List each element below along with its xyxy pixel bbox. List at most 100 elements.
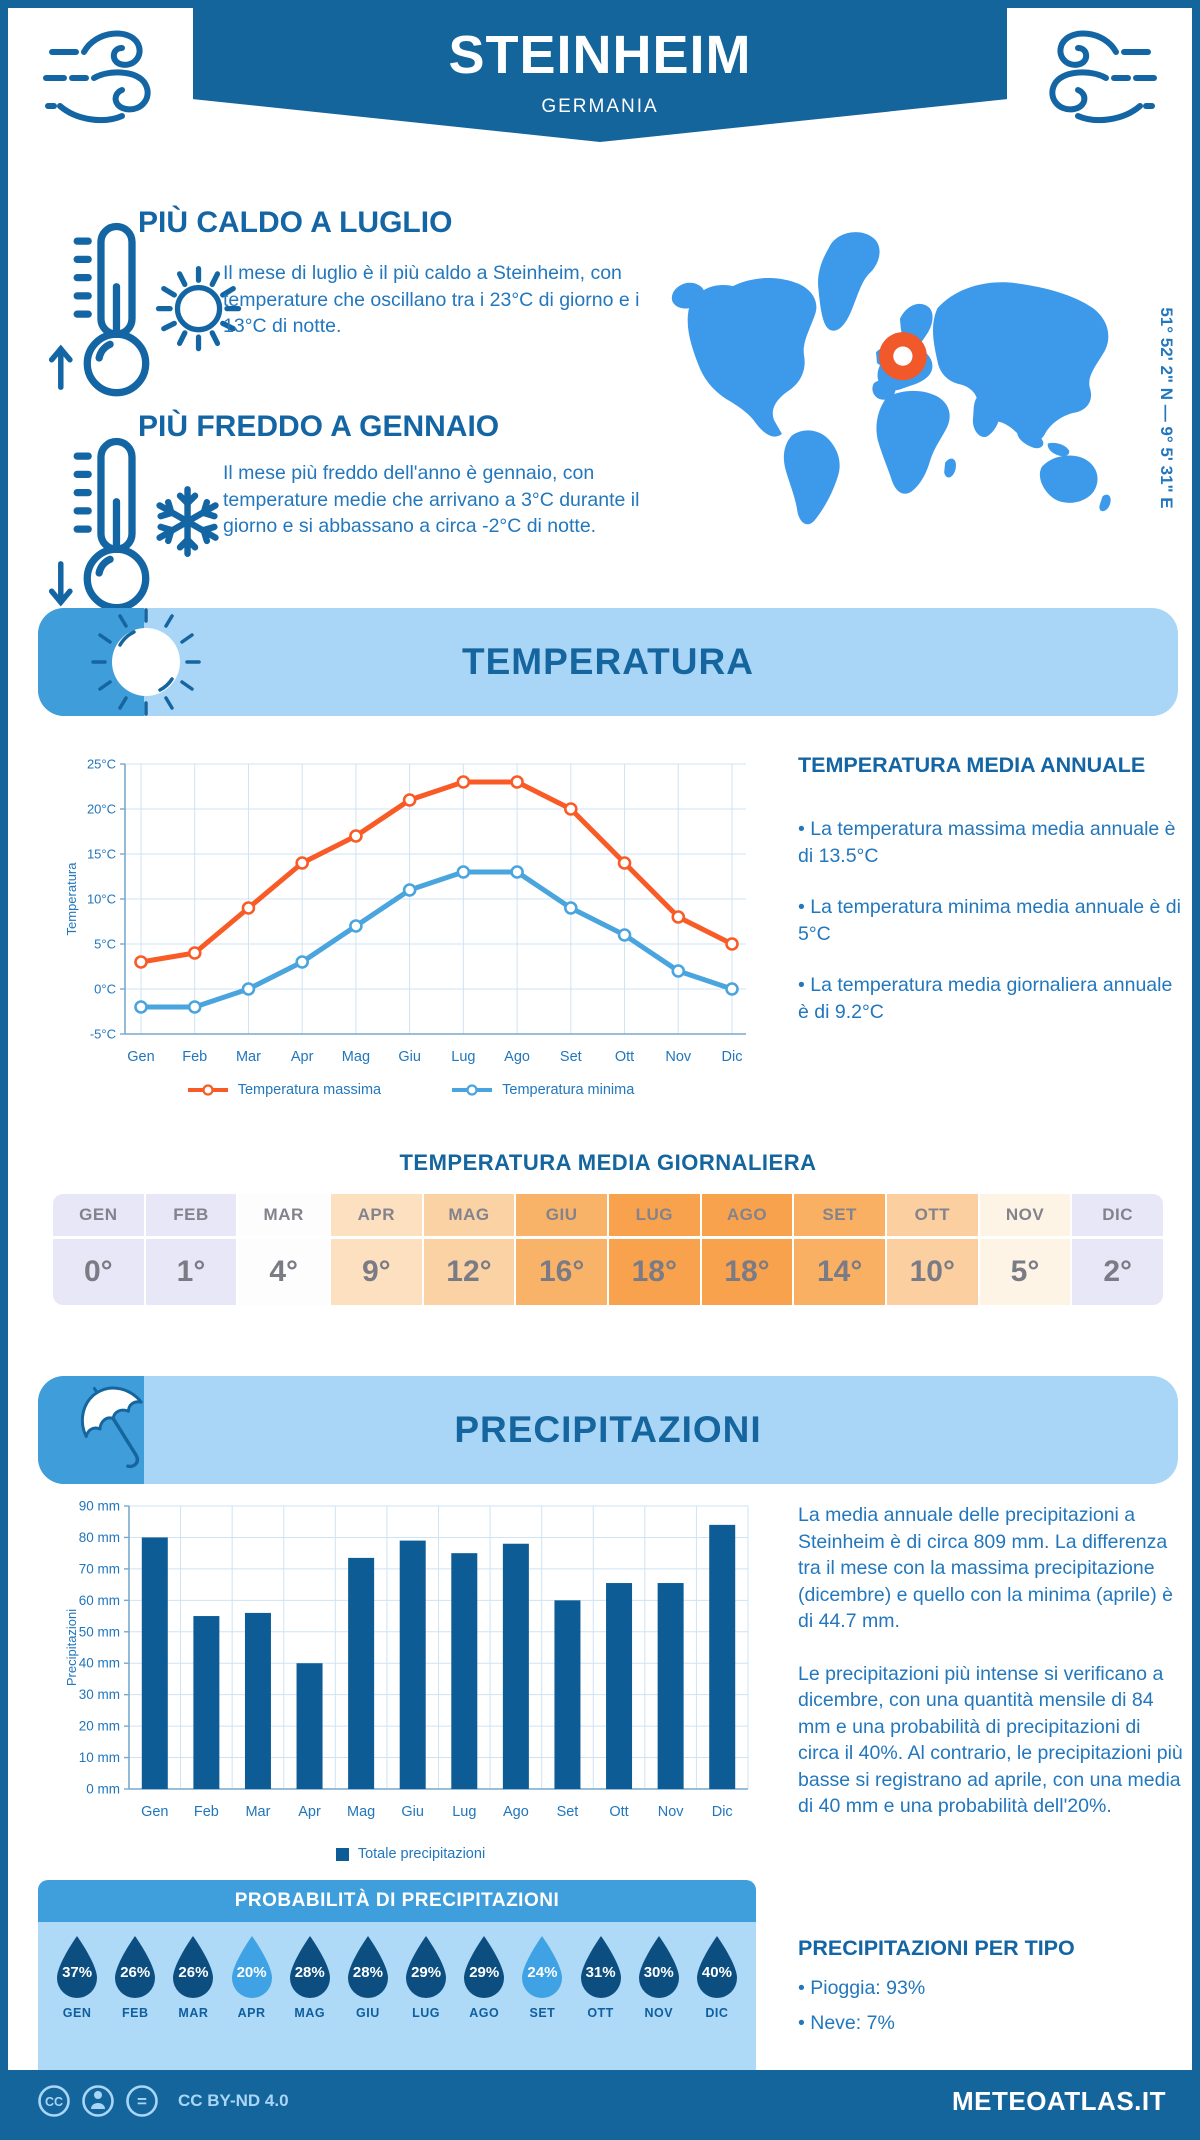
svg-text:60 mm: 60 mm	[79, 1593, 120, 1608]
svg-text:Precipitazioni: Precipitazioni	[64, 1609, 79, 1686]
svg-text:Ago: Ago	[503, 1804, 529, 1820]
wind-icon	[1049, 30, 1157, 124]
snow-share: Neve: 7%	[798, 2010, 1186, 2037]
month-cell-lug: LUG	[608, 1194, 700, 1236]
value-cell-mar: 4°	[238, 1239, 329, 1305]
water-drop-icon	[638, 1936, 679, 1998]
water-drop-icon	[406, 1936, 447, 1998]
value-cell-feb: 1°	[145, 1239, 237, 1305]
probability-month-label: NOV	[644, 2006, 674, 2020]
probability-drop-lug: 29% LUG	[397, 1934, 455, 2080]
site-label: METEOATLAS.IT	[951, 2085, 1166, 2116]
svg-text:CC: CC	[45, 2095, 63, 2109]
page-title: STEINHEIM	[448, 25, 752, 85]
thermometer-hot-icon	[48, 222, 150, 397]
month-cell-gen: GEN	[53, 1194, 144, 1236]
annual-mean-bullet: La temperatura media giornaliera annuale…	[798, 972, 1186, 1026]
legend-label: Totale precipitazioni	[357, 1846, 486, 1862]
water-drop-icon	[696, 1936, 737, 1998]
svg-text:80 mm: 80 mm	[79, 1530, 120, 1545]
annual-temperature-column: TEMPERATURA MEDIA ANNUALE La temperatura…	[798, 753, 1186, 1025]
probability-month-label: MAR	[178, 2006, 209, 2020]
value-cell-lug: 18°	[608, 1239, 700, 1305]
month-cell-ago: AGO	[701, 1194, 793, 1236]
svg-text:Ott: Ott	[609, 1804, 628, 1820]
temperature-section-banner: TEMPERATURA	[38, 608, 1178, 716]
svg-text:Dic: Dic	[722, 1049, 743, 1065]
coordinates-label: 51° 52' 2" N — 9° 5' 31" E	[1157, 307, 1176, 509]
probability-value: 29%	[469, 1964, 500, 1981]
probability-month-label: LUG	[412, 2006, 441, 2020]
temperature-banner-title: TEMPERATURA	[462, 641, 754, 682]
probability-drops: 37% GEN 26% FEB 26% MAR 20% APR 28% MAG 28% GIU 29% L…	[38, 1922, 756, 2080]
cc-license-icons: CC =	[38, 2085, 158, 2117]
probability-drop-dic: 40% DIC	[688, 1934, 746, 2080]
svg-text:10 mm: 10 mm	[79, 1750, 120, 1765]
value-cell-dic: 2°	[1072, 1239, 1163, 1305]
annual-max-bullet: La temperatura massima media annuale è d…	[798, 816, 1186, 870]
probability-month-label: OTT	[587, 2006, 614, 2020]
footer: CC = CC BY-ND 4.0 METEOATLAS.IT	[8, 2070, 1192, 2132]
water-drop-icon	[231, 1936, 272, 1998]
sun-icon	[155, 266, 242, 352]
probability-drop-ott: 31% OTT	[572, 1934, 630, 2080]
world-map	[671, 232, 1111, 525]
value-cell-mag: 12°	[423, 1239, 515, 1305]
svg-text:20 mm: 20 mm	[79, 1719, 120, 1734]
probability-value: 28%	[352, 1964, 383, 1981]
svg-text:0 mm: 0 mm	[86, 1782, 120, 1797]
probability-value: 37%	[62, 1964, 93, 1981]
water-drop-icon	[173, 1936, 214, 1998]
svg-text:-5°C: -5°C	[90, 1027, 116, 1042]
month-cell-dic: DIC	[1072, 1194, 1163, 1236]
value-cell-gen: 0°	[53, 1239, 144, 1305]
value-cell-ott: 10°	[886, 1239, 978, 1305]
month-cell-feb: FEB	[145, 1194, 237, 1236]
svg-text:25°C: 25°C	[87, 757, 116, 772]
svg-text:10°C: 10°C	[87, 892, 116, 907]
svg-text:40 mm: 40 mm	[79, 1656, 120, 1671]
probability-drop-mag: 28% MAG	[281, 1934, 339, 2080]
svg-text:Ott: Ott	[615, 1049, 634, 1065]
probability-drop-set: 24% SET	[513, 1934, 571, 2080]
water-drop-icon	[289, 1936, 330, 1998]
precipitation-banner-title: PRECIPITAZIONI	[454, 1409, 762, 1450]
probability-month-label: APR	[237, 2006, 266, 2020]
hot-month-title: PIÙ CALDO A LUGLIO	[138, 206, 453, 239]
probability-month-label: DIC	[705, 2006, 729, 2020]
probability-drop-gen: 37% GEN	[48, 1934, 106, 2080]
month-cell-nov: NOV	[979, 1194, 1071, 1236]
temperature-chart: -5°C 0°C 5°C 10°C 15°C 20°C 25°C Gen Feb Mar Apr Ma…	[64, 757, 746, 1065]
value-cell-giu: 16°	[516, 1239, 607, 1305]
cold-month-text: Il mese più freddo dell'anno è gennaio, …	[223, 462, 640, 538]
month-cell-giu: GIU	[516, 1194, 607, 1236]
probability-value: 28%	[294, 1964, 325, 1981]
value-cell-ago: 18°	[701, 1239, 793, 1305]
svg-text:Mar: Mar	[245, 1804, 270, 1820]
legend-item: Temperatura massima	[187, 1082, 381, 1098]
svg-text:=: =	[137, 2092, 147, 2111]
probability-drop-mar: 26% MAR	[164, 1934, 222, 2080]
svg-text:Temperatura: Temperatura	[64, 862, 79, 936]
svg-text:Apr: Apr	[298, 1804, 321, 1820]
probability-value: 30%	[643, 1964, 674, 1981]
svg-text:Giu: Giu	[398, 1049, 421, 1065]
temperature-chart-legend: Temperatura massima Temperatura minima	[63, 1082, 758, 1098]
probability-value: 24%	[527, 1964, 558, 1981]
precipitation-type-title: PRECIPITAZIONI PER TIPO	[798, 1936, 1075, 1960]
water-drop-icon	[347, 1936, 388, 1998]
probability-value: 26%	[120, 1964, 151, 1981]
water-drop-icon	[464, 1936, 505, 1998]
water-drop-icon	[580, 1936, 621, 1998]
probability-drop-feb: 26% FEB	[106, 1934, 164, 2080]
value-cell-apr: 9°	[330, 1239, 422, 1305]
umbrella-icon	[81, 1386, 143, 1469]
precipitation-probability-panel: PROBABILITÀ DI PRECIPITAZIONI 37% GEN 26% F…	[38, 1880, 756, 2080]
svg-text:Nov: Nov	[658, 1804, 685, 1820]
page-subtitle: GERMANIA	[541, 96, 659, 117]
precipitation-type-column: PRECIPITAZIONI PER TIPO Pioggia: 93% Nev…	[798, 1936, 1186, 2037]
probability-drop-nov: 30% NOV	[630, 1934, 688, 2080]
precipitation-paragraph: Le precipitazioni più intense si verific…	[798, 1662, 1183, 1818]
hot-month-text: Il mese di luglio è il più caldo a Stein…	[223, 262, 640, 338]
